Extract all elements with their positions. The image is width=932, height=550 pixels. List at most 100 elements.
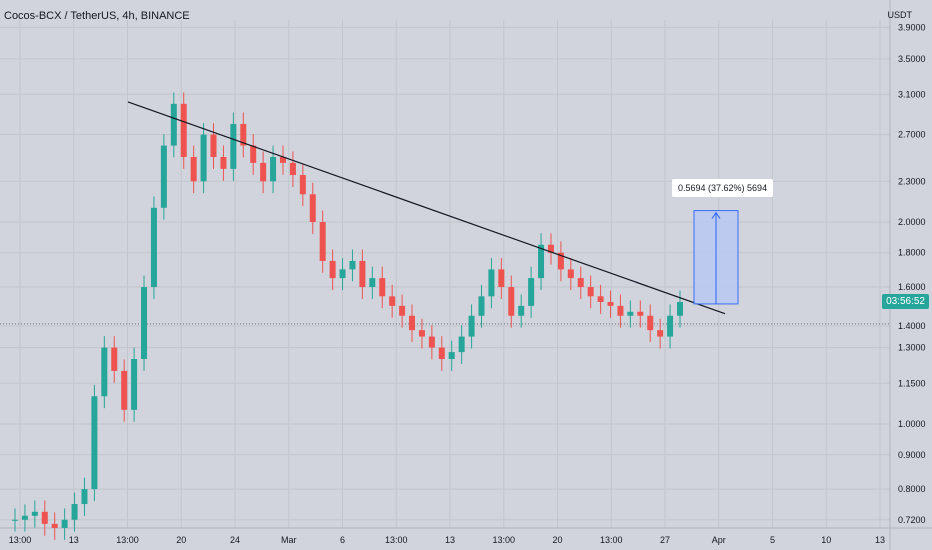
candle-body (51, 523, 58, 528)
y-tick-label: 1.3000 (898, 343, 926, 353)
y-tick-label: 2.0000 (898, 217, 926, 227)
candle-body (438, 347, 445, 360)
x-tick-label: Apr (712, 535, 726, 545)
candle-body (399, 305, 406, 316)
x-tick-label: 13:00 (116, 535, 139, 545)
y-tick-label: 3.5000 (898, 54, 926, 64)
y-tick-label: 0.8000 (898, 484, 926, 494)
x-tick-label: 13:00 (9, 535, 32, 545)
candle-body (637, 311, 644, 316)
candle-body (200, 134, 207, 182)
x-tick-label: 27 (660, 535, 670, 545)
y-tick-label: 0.7200 (898, 515, 926, 525)
candle-body (369, 278, 376, 288)
candle-body (71, 504, 78, 520)
candle-body (359, 260, 366, 288)
candle-body (508, 287, 515, 316)
candle-body (538, 244, 545, 279)
y-tick-label: 1.6000 (898, 282, 926, 292)
y-tick-label: 1.8000 (898, 248, 926, 258)
current-price-badge: 03:56:52 (882, 294, 929, 309)
candle-body (141, 287, 148, 360)
candle-body (518, 305, 525, 316)
candle-body (627, 311, 634, 316)
candle-body (379, 278, 386, 297)
candle-body (428, 336, 435, 348)
candle-body (528, 278, 535, 306)
candle-body (250, 145, 257, 163)
candle-body (12, 519, 18, 521)
candle-body (150, 207, 157, 288)
candle-body (279, 156, 286, 163)
y-tick-label: 1.1500 (898, 378, 926, 388)
candle-body (607, 302, 614, 306)
y-tick-label: 2.3000 (898, 176, 926, 186)
measure-label: 0.5694 (37.62%) 5694 (672, 178, 774, 197)
candle-body (260, 162, 267, 182)
candle-body (180, 103, 187, 157)
candle-body (160, 145, 167, 208)
candle-body (31, 511, 38, 516)
candle-body (170, 103, 177, 146)
candle-body (101, 347, 108, 397)
candle-body (617, 305, 624, 316)
candle-body (131, 359, 138, 410)
y-tick-label: 3.9000 (898, 22, 926, 32)
trendline (127, 101, 726, 315)
x-tick-label: 13 (445, 535, 455, 545)
x-tick-label: 5 (770, 535, 775, 545)
candle-body (468, 315, 475, 337)
candle-body (121, 370, 128, 410)
candle-body (41, 511, 48, 524)
candle-body (547, 244, 554, 253)
candle-body (389, 296, 396, 306)
y-tick-label: 2.7000 (898, 130, 926, 140)
candle-body (21, 515, 28, 520)
x-tick-label: 6 (340, 535, 345, 545)
candle-body (230, 123, 237, 169)
x-tick-label: 13:00 (600, 535, 623, 545)
measure-arrow-head (711, 211, 721, 219)
candle-body (647, 315, 654, 331)
candle-body (91, 396, 98, 490)
candle-body (478, 296, 485, 316)
currency-label: USDT (887, 10, 913, 20)
candle-body (409, 315, 416, 331)
chart-title: Cocos-BCX / TetherUS, 4h, BINANCE (4, 10, 190, 22)
candle-body (349, 260, 356, 270)
candle-body (329, 260, 336, 279)
candle-body (677, 302, 683, 316)
candle-body (458, 336, 465, 353)
candle-body (657, 330, 664, 337)
candle-body (448, 352, 455, 360)
candle-body (190, 156, 197, 182)
candle-body (270, 156, 277, 182)
x-tick-label: 20 (176, 535, 186, 545)
y-tick-label: 1.0000 (898, 419, 926, 429)
candle-body (488, 269, 495, 297)
x-tick-label: Mar (281, 535, 297, 545)
x-tick-label: 13:00 (385, 535, 408, 545)
candle-body (240, 123, 247, 146)
y-tick-label: 3.1000 (898, 89, 926, 99)
candle-body (299, 175, 306, 195)
x-tick-label: 20 (552, 535, 562, 545)
x-tick-label: 13:00 (492, 535, 515, 545)
x-tick-label: 10 (821, 535, 831, 545)
candle-body (557, 252, 564, 270)
candle-body (597, 296, 604, 303)
candle-body (498, 269, 505, 288)
y-tick-label: 1.4000 (898, 321, 926, 331)
candle-body (81, 489, 88, 505)
candle-body (577, 278, 584, 288)
x-tick-label: 24 (230, 535, 240, 545)
candle-body (210, 134, 217, 157)
candle-body (111, 347, 118, 371)
candle-body (587, 287, 594, 297)
candle-body (319, 222, 326, 261)
candle-body (289, 162, 296, 176)
candle-body (339, 269, 346, 279)
candle-body (220, 156, 227, 169)
